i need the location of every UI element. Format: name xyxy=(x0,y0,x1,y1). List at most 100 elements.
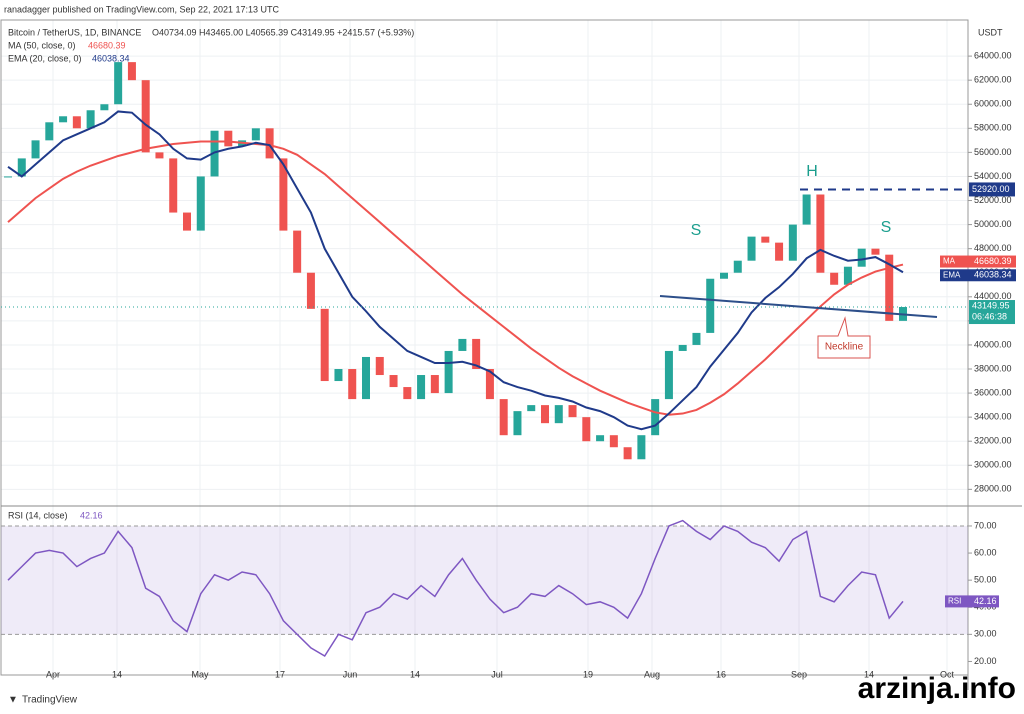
candle xyxy=(706,278,715,333)
x-tick-label: 16 xyxy=(716,669,726,679)
rsi-tag-value: 42.16 xyxy=(974,596,997,606)
candle xyxy=(816,194,825,273)
candle xyxy=(72,116,81,129)
candle xyxy=(127,62,136,81)
x-tick-label: Sep xyxy=(791,669,807,679)
candle xyxy=(527,405,536,412)
y-tick-label: 70.00 xyxy=(974,520,997,530)
candle xyxy=(747,236,756,261)
candle xyxy=(320,308,329,382)
indicator-tag xyxy=(940,255,1016,268)
candle xyxy=(541,405,549,424)
candle xyxy=(513,411,522,436)
candle xyxy=(444,350,453,394)
head-label: H xyxy=(806,163,818,180)
y-tick-label: 20.00 xyxy=(974,656,997,666)
candle xyxy=(45,122,54,141)
unit: USDT xyxy=(978,27,1003,37)
y-tick-label: 30.00 xyxy=(974,629,997,639)
x-tick-label: Apr xyxy=(46,669,60,679)
symbol: Bitcoin / TetherUS, 1D, BINANCE xyxy=(8,27,141,37)
indicator-tag-value: 46038.34 xyxy=(974,270,1012,280)
x-tick-label: Oct xyxy=(940,669,955,679)
ohlc: O40734.09 H43465.00 L40565.39 C43149.95 … xyxy=(152,27,414,37)
candle xyxy=(17,158,26,177)
y-tick-label: 60.00 xyxy=(974,547,997,557)
y-tick-label: 30000.00 xyxy=(974,460,1012,470)
candle xyxy=(155,152,164,159)
x-tick-label: Aug xyxy=(644,669,660,679)
candle xyxy=(183,212,191,231)
ma-legend: MA (50, close, 0) xyxy=(8,40,76,50)
rsi-title: RSI (14, close) xyxy=(8,510,68,520)
candle xyxy=(775,242,784,261)
candle xyxy=(279,158,288,231)
x-tick-label: 19 xyxy=(583,669,593,679)
callout-box xyxy=(817,316,871,359)
rsi-line xyxy=(7,519,904,658)
candle xyxy=(100,104,109,111)
y-tick-label: 36000.00 xyxy=(974,387,1012,397)
footer: TradingView xyxy=(22,695,78,706)
candle xyxy=(871,248,880,255)
candle xyxy=(251,128,260,141)
candle xyxy=(31,140,40,159)
shoulder-label: S xyxy=(691,222,702,239)
candle xyxy=(210,130,219,177)
y-tick-label: 50.00 xyxy=(974,575,997,585)
candle xyxy=(582,417,591,442)
candle xyxy=(857,248,866,267)
x-tick-label: May xyxy=(191,669,209,679)
candle xyxy=(141,80,150,153)
candle xyxy=(692,332,701,345)
x-tick-label: 17 xyxy=(275,669,285,679)
moving-average-line xyxy=(7,140,904,416)
countdown-label: 06:46:38 xyxy=(972,311,1007,321)
candle xyxy=(59,116,68,123)
rsi-tag xyxy=(945,595,999,608)
candle xyxy=(637,435,646,460)
y-tick-label: 54000.00 xyxy=(974,171,1012,181)
candle xyxy=(362,356,370,400)
x-tick-label: 14 xyxy=(112,669,122,679)
moving-average-line xyxy=(7,110,904,431)
candle xyxy=(169,158,178,213)
tv-logo: ▼ xyxy=(8,695,18,706)
y-tick-label: 62000.00 xyxy=(974,75,1012,85)
candle xyxy=(485,369,494,400)
rsi-tag-name: RSI xyxy=(948,597,961,606)
y-tick-label: 58000.00 xyxy=(974,123,1012,133)
publisher: ranadagger published on TradingView.com,… xyxy=(4,4,280,14)
candle xyxy=(224,130,233,147)
indicator-tag-name: MA xyxy=(943,257,956,266)
y-tick-label: 34000.00 xyxy=(974,412,1012,422)
last-price-label: 43149.95 xyxy=(972,300,1010,310)
indicator-tag-name: EMA xyxy=(943,270,961,279)
candle xyxy=(472,338,481,370)
x-tick-label: Jun xyxy=(343,669,358,679)
rsi-band xyxy=(1,525,968,635)
candle xyxy=(802,194,811,225)
candle xyxy=(720,272,728,279)
y-tick-label: 60000.00 xyxy=(974,99,1012,109)
candle xyxy=(403,387,412,400)
y-tick-label: 28000.00 xyxy=(974,484,1012,494)
candle xyxy=(568,405,577,418)
candle xyxy=(678,344,687,351)
candle xyxy=(830,272,839,285)
candle xyxy=(417,375,426,400)
candle xyxy=(265,128,274,159)
y-tick-label: 40000.00 xyxy=(974,339,1012,349)
indicator-tag xyxy=(940,269,1016,282)
y-tick-label: 38000.00 xyxy=(974,363,1012,373)
indicator-tag-value: 46680.39 xyxy=(974,256,1012,266)
x-tick-label: Jul xyxy=(491,669,503,679)
candle xyxy=(196,176,205,231)
watermark: arzinja.info xyxy=(858,672,1016,705)
candle xyxy=(664,350,673,400)
candle xyxy=(554,405,563,424)
candle xyxy=(623,447,632,460)
candle xyxy=(334,369,343,382)
candle xyxy=(306,272,315,309)
candle xyxy=(788,224,797,261)
